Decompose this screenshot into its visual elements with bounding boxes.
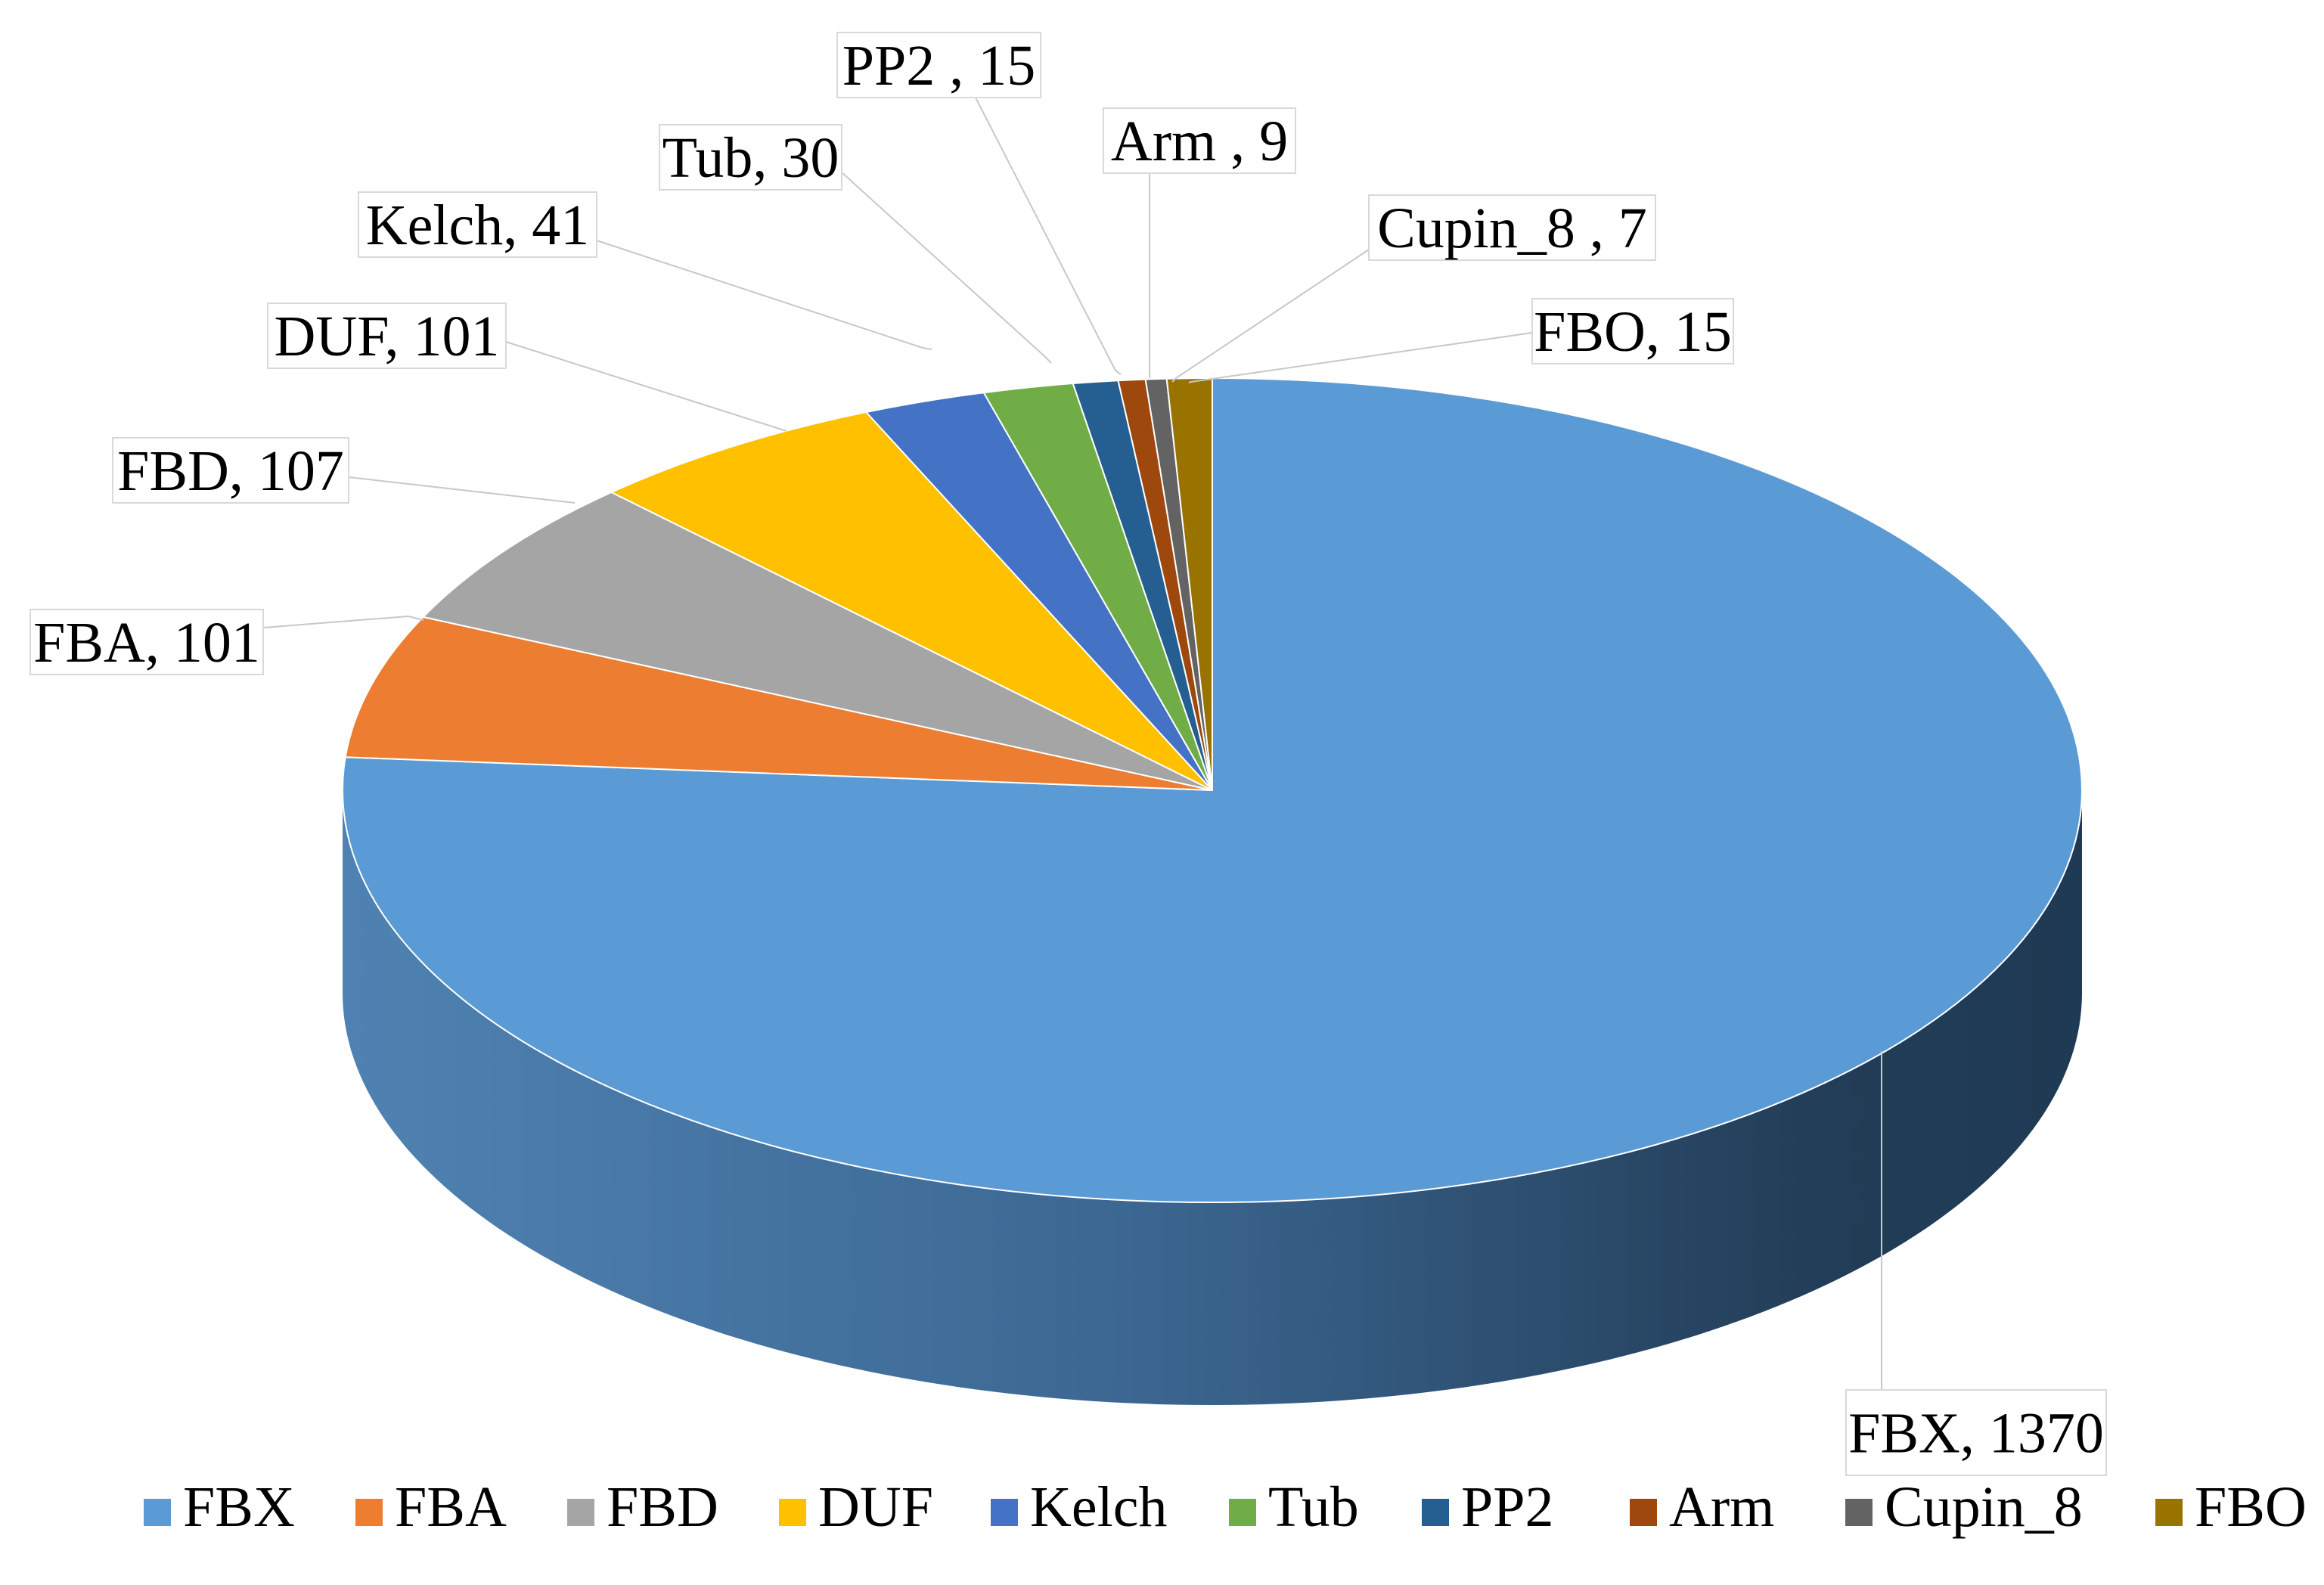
data-label-text: Kelch, 41 (366, 194, 589, 257)
leader-line-kelch (596, 240, 932, 350)
legend-swatch (779, 1499, 806, 1526)
side-wall-fbx (343, 790, 2082, 1405)
data-label-box (267, 302, 507, 369)
data-label-fba: FBA, 101 (29, 609, 264, 675)
legend-label: PP2 (1461, 1475, 1554, 1539)
data-label-kelch: Kelch, 41 (358, 191, 597, 258)
pie-side-walls (343, 790, 2082, 1405)
legend-swatch (355, 1499, 383, 1526)
data-label-text: FBO, 15 (1534, 300, 1732, 364)
data-label-tub: Tub, 30 (659, 124, 842, 191)
data-label-box (659, 124, 842, 191)
data-label-box (112, 437, 349, 504)
data-label-text: Cupin_8 , 7 (1377, 197, 1647, 260)
legend-item-cupin-8: Cupin_8 (1845, 1475, 2083, 1539)
data-label-fbo: FBO, 15 (1531, 298, 1734, 364)
data-label-cupin-8: Cupin_8 , 7 (1368, 194, 1656, 261)
legend-label: Arm (1669, 1475, 1774, 1539)
legend-item-pp2: PP2 (1422, 1475, 1554, 1539)
data-label-box (836, 32, 1041, 98)
legend-swatch (2155, 1499, 2183, 1526)
legend-swatch (144, 1499, 171, 1526)
legend-item-fbd: FBD (567, 1475, 718, 1539)
legend-item-fbx: FBX (144, 1475, 295, 1539)
slice-fbd (421, 491, 1213, 791)
slice-fba (344, 616, 1213, 791)
legend-item-fbo: FBO (2155, 1475, 2307, 1539)
legend-item-tub: Tub (1229, 1475, 1359, 1539)
data-labels: FBX, 1370 FBA, 101 FBD, 107 DUF, 101 Kelch, … (29, 32, 2107, 1476)
data-label-pp2: PP2 , 15 (836, 32, 1041, 98)
legend-item-fba: FBA (355, 1475, 507, 1539)
data-label-box (1531, 298, 1734, 364)
data-label-box (1845, 1389, 2107, 1476)
legend-swatch (1845, 1499, 1873, 1526)
data-label-arm: Arm , 9 (1103, 107, 1296, 174)
leader-line-fbo (1188, 332, 1533, 383)
pie-slices (342, 377, 2083, 1203)
data-label-text: FBX, 1370 (1848, 1402, 2104, 1466)
legend-label: Kelch (1030, 1475, 1167, 1539)
legend: FBX FBA FBD DUF Kelch Tub PP2 Arm Cupin_8 FBO (144, 1475, 2307, 1539)
legend-label: Cupin_8 (1885, 1475, 2083, 1539)
legend-swatch (567, 1499, 594, 1526)
data-label-box (358, 191, 597, 258)
legend-item-kelch: Kelch (991, 1475, 1167, 1539)
data-label-text: DUF, 101 (275, 305, 500, 368)
legend-swatch (1630, 1499, 1657, 1526)
data-label-box (1368, 194, 1656, 261)
leader-line-fba (262, 615, 424, 628)
legend-label: FBO (2195, 1475, 2307, 1539)
legend-label: FBX (183, 1475, 295, 1539)
leader-line-fbd (348, 476, 576, 504)
data-label-box (1103, 107, 1296, 174)
legend-swatch (991, 1499, 1018, 1526)
data-label-text: Tub, 30 (662, 126, 839, 190)
slice-fbx (342, 377, 2083, 1203)
legend-label: FBA (395, 1475, 507, 1539)
slice-duf (610, 411, 1213, 791)
legend-swatch (1422, 1499, 1449, 1526)
legend-label: DUF (818, 1475, 933, 1539)
legend-swatch (1229, 1499, 1256, 1526)
data-label-text: FBD, 107 (117, 439, 344, 503)
data-label-duf: DUF, 101 (267, 302, 507, 369)
data-label-fbx: FBX, 1370 (1845, 1389, 2107, 1476)
leader-line-duf (505, 341, 787, 432)
data-label-text: Arm , 9 (1111, 110, 1288, 173)
leader-line-pp2 (975, 97, 1122, 375)
legend-item-duf: DUF (779, 1475, 933, 1539)
legend-label: Tub (1268, 1475, 1359, 1539)
data-label-text: FBA, 101 (33, 611, 260, 675)
leader-line-cupin-8 (1171, 249, 1370, 383)
data-label-fbd: FBD, 107 (112, 437, 349, 504)
data-label-text: PP2 , 15 (842, 34, 1036, 98)
leader-line-tub (841, 172, 1052, 364)
leader-lines (262, 97, 1882, 1390)
legend-label: FBD (607, 1475, 718, 1539)
data-label-box (29, 609, 264, 675)
legend-item-arm: Arm (1630, 1475, 1774, 1539)
